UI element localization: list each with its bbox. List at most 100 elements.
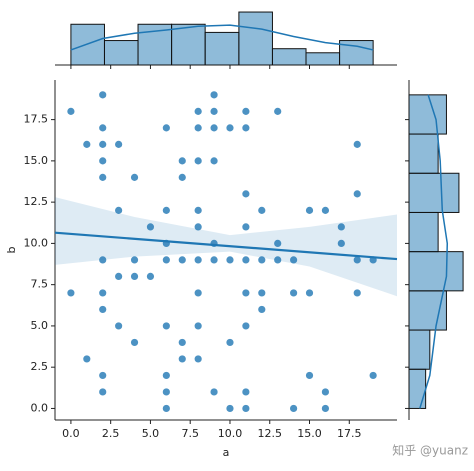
- scatter-point: [83, 140, 91, 148]
- scatter-point: [210, 256, 218, 264]
- scatter-point: [353, 256, 361, 264]
- scatter-point: [178, 355, 186, 363]
- histogram-bar: [408, 94, 447, 135]
- scatter-point: [115, 272, 123, 281]
- scatter-point: [274, 256, 282, 264]
- y-tick-label: 0.0: [31, 401, 49, 414]
- scatter-point: [178, 173, 186, 181]
- scatter-point: [115, 206, 123, 214]
- x-tick-label: 10.0: [218, 427, 243, 440]
- scatter-point: [99, 388, 107, 396]
- scatter-point: [290, 289, 298, 297]
- scatter-point: [242, 322, 250, 330]
- scatter-point: [194, 107, 202, 115]
- scatter-point: [321, 206, 330, 214]
- x-tick-label: 7.5: [181, 427, 199, 440]
- scatter-point: [210, 91, 218, 99]
- x-tick-label: 5.0: [142, 427, 160, 440]
- scatter-point: [194, 124, 202, 132]
- scatter-point: [99, 305, 107, 314]
- scatter-point: [115, 322, 123, 330]
- histogram-bar: [408, 290, 447, 331]
- scatter-point: [162, 124, 170, 132]
- scatter-point: [258, 256, 266, 264]
- scatter-point: [258, 206, 266, 214]
- regression-line: [54, 231, 398, 261]
- scatter-point: [178, 338, 186, 347]
- scatter-point: [130, 256, 139, 264]
- scatter-point: [353, 140, 361, 148]
- scatter-point: [99, 289, 107, 297]
- scatter-point: [194, 157, 202, 165]
- scatter-point: [99, 256, 107, 264]
- scatter-point: [242, 256, 250, 264]
- kde-curve: [70, 24, 374, 51]
- scatter-point: [258, 289, 266, 297]
- scatter-point: [226, 124, 234, 132]
- watermark: 知乎 @yuanz: [392, 444, 468, 458]
- scatter-point: [242, 404, 250, 413]
- scatter-point: [99, 140, 107, 148]
- scatter-point: [242, 124, 250, 132]
- scatter-point: [242, 289, 250, 297]
- y-tick-label: 2.5: [31, 360, 49, 373]
- scatter-point: [258, 305, 266, 314]
- scatter-point: [194, 355, 202, 363]
- scatter-point: [353, 289, 361, 297]
- scatter-point: [369, 371, 377, 380]
- scatter-point: [162, 206, 170, 214]
- scatter-point: [99, 157, 107, 165]
- scatter-point: [242, 190, 250, 198]
- x-axis-label: a: [223, 446, 230, 459]
- y-tick-label: 17.5: [24, 113, 49, 126]
- scatter-point: [353, 190, 361, 198]
- scatter-point: [194, 322, 202, 330]
- scatter-point: [305, 289, 314, 297]
- scatter-point: [162, 256, 170, 264]
- y-tick-label: 15.0: [24, 154, 49, 167]
- scatter-point: [226, 256, 234, 264]
- x-tick-label: 2.5: [102, 427, 120, 440]
- histogram-bar: [408, 329, 431, 370]
- scatter-point: [210, 388, 218, 396]
- scatter-point: [242, 223, 250, 231]
- histogram-bar: [171, 23, 206, 66]
- scatter-point: [130, 338, 139, 347]
- scatter-point: [162, 388, 170, 396]
- histogram-bar: [305, 52, 341, 66]
- x-tick-label: 12.5: [257, 427, 282, 440]
- scatter-point: [210, 124, 218, 132]
- y-tick-label: 12.5: [24, 195, 49, 208]
- histogram-bar: [408, 251, 464, 292]
- scatter-point: [194, 206, 202, 214]
- scatter-point: [67, 289, 75, 297]
- scatter-point: [162, 371, 170, 380]
- scatter-point: [226, 338, 234, 347]
- scatter-point: [242, 107, 250, 115]
- histogram-bar: [408, 172, 460, 213]
- scatter-point: [99, 173, 107, 181]
- scatter-point: [162, 404, 170, 413]
- scatter-point: [146, 223, 155, 231]
- histogram-bar: [408, 133, 439, 174]
- scatter-point: [274, 239, 282, 247]
- histogram-bar: [103, 40, 139, 66]
- x-tick-label: 17.5: [337, 427, 362, 440]
- histogram-bar: [70, 23, 105, 66]
- scatter-point: [226, 404, 234, 413]
- scatter-point: [130, 173, 139, 181]
- scatter-point: [130, 272, 139, 281]
- scatter-point: [305, 371, 314, 380]
- kde-curve: [419, 94, 449, 409]
- scatter-point: [194, 223, 202, 231]
- scatter-point: [337, 223, 345, 231]
- y-tick-label: 7.5: [31, 278, 49, 291]
- scatter-point: [321, 404, 330, 413]
- scatter-point: [178, 157, 186, 165]
- scatter-point: [290, 256, 298, 264]
- scatter-point: [210, 157, 218, 165]
- scatter-point: [115, 140, 123, 148]
- scatter-point: [99, 124, 107, 132]
- scatter-point: [162, 322, 170, 330]
